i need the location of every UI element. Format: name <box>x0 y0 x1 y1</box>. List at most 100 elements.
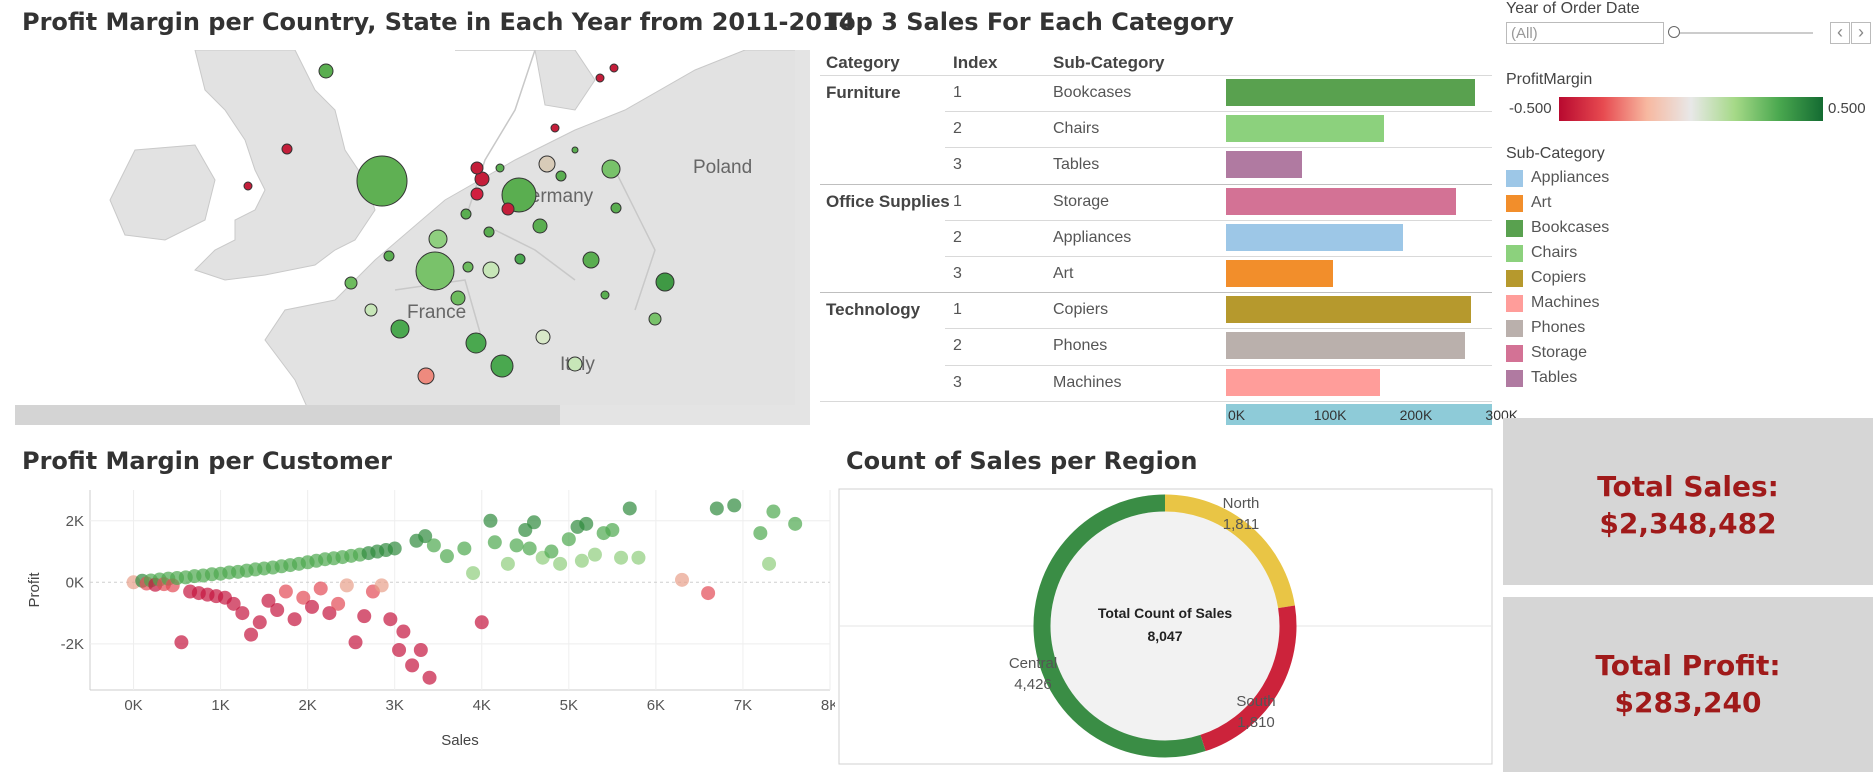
map-vscrollbar[interactable] <box>795 50 810 405</box>
scatter-point[interactable] <box>474 615 489 630</box>
scatter-point[interactable] <box>339 578 354 593</box>
scatter-point[interactable] <box>387 541 402 556</box>
map-bubble[interactable] <box>470 161 484 175</box>
scatter-point[interactable] <box>522 541 537 556</box>
scatter-point[interactable] <box>614 550 629 565</box>
scatter-point[interactable] <box>709 501 724 516</box>
scatter-point[interactable] <box>605 523 620 537</box>
scatter-point[interactable] <box>405 658 420 673</box>
map-bubble[interactable] <box>344 276 358 290</box>
map-bubble[interactable] <box>318 63 334 79</box>
scatter-point[interactable] <box>383 612 398 627</box>
scatter-point[interactable] <box>413 643 428 657</box>
scatter-point[interactable] <box>753 526 768 541</box>
scatter-point[interactable] <box>483 513 498 528</box>
map-bubble[interactable] <box>648 312 662 326</box>
scatter-point[interactable] <box>174 635 189 650</box>
year-slider-track[interactable] <box>1673 32 1813 34</box>
donut-slice-central[interactable] <box>1033 494 1206 758</box>
sales-bar[interactable] <box>1226 260 1334 287</box>
year-slider-handle[interactable] <box>1668 26 1680 38</box>
scatter-point[interactable] <box>357 609 372 624</box>
scatter-point[interactable] <box>244 627 259 642</box>
map-bubble[interactable] <box>601 159 621 179</box>
legend-item[interactable]: Appliances <box>1506 169 1609 187</box>
map-bubble[interactable] <box>501 202 515 216</box>
scatter-point[interactable] <box>544 544 559 559</box>
map-bubble[interactable] <box>538 155 556 173</box>
scatter-point[interactable] <box>296 590 311 605</box>
profit-scatter-chart[interactable]: 0K 1K 2K 3K 4K 5K 6K 7K 8K 2K 0K -2K Sales Profit <box>15 480 835 765</box>
map-bubble[interactable] <box>417 367 435 385</box>
scatter-point[interactable] <box>322 606 337 621</box>
map-bubble[interactable] <box>495 163 505 173</box>
map-bubble[interactable] <box>460 208 472 220</box>
scatter-point[interactable] <box>374 578 389 593</box>
scatter-point[interactable] <box>500 556 515 571</box>
map-bubble[interactable] <box>428 229 448 249</box>
sales-bar[interactable] <box>1226 296 1471 324</box>
scatter-point[interactable] <box>261 593 276 608</box>
europe-map[interactable]: Poland Germany France Italy <box>15 50 810 425</box>
year-prev-button[interactable]: ‹ <box>1830 22 1850 44</box>
map-bubble[interactable] <box>600 290 610 300</box>
scatter-point[interactable] <box>235 606 250 621</box>
map-bubble[interactable] <box>532 218 548 234</box>
scatter-point[interactable] <box>392 643 407 657</box>
legend-item[interactable]: Tables <box>1506 369 1577 387</box>
scatter-point[interactable] <box>418 529 433 544</box>
scatter-point[interactable] <box>587 547 602 562</box>
scatter-point[interactable] <box>727 498 742 513</box>
scatter-point[interactable] <box>527 515 541 530</box>
scatter-point[interactable] <box>278 584 293 599</box>
sales-bar[interactable] <box>1226 151 1302 179</box>
donut-slice-south[interactable] <box>1200 605 1297 752</box>
scatter-point[interactable] <box>701 586 716 601</box>
scatter-point[interactable] <box>553 556 568 571</box>
scatter-point[interactable] <box>675 572 689 587</box>
map-bubble[interactable] <box>571 146 579 154</box>
scatter-point[interactable] <box>762 556 777 571</box>
legend-item[interactable]: Machines <box>1506 294 1599 312</box>
scatter-point[interactable] <box>331 596 346 611</box>
scatter-point[interactable] <box>561 532 576 547</box>
map-bubble[interactable] <box>243 181 253 191</box>
donut-slice-north[interactable] <box>1164 494 1295 609</box>
map-bubble[interactable] <box>483 226 495 238</box>
legend-item[interactable]: Phones <box>1506 319 1585 337</box>
map-bubble[interactable] <box>567 356 583 372</box>
sales-bar[interactable] <box>1226 115 1384 143</box>
legend-item[interactable]: Copiers <box>1506 269 1586 287</box>
scatter-point[interactable] <box>788 516 803 531</box>
region-donut-chart[interactable]: North 1,811 South 1,810 Central 4,426 Total Co… <box>838 488 1493 765</box>
map-bubble[interactable] <box>555 170 567 182</box>
scatter-point[interactable] <box>313 581 328 596</box>
scatter-point[interactable] <box>287 612 302 627</box>
scatter-point[interactable] <box>509 538 524 553</box>
legend-item[interactable]: Storage <box>1506 344 1587 362</box>
map-bubble[interactable] <box>535 329 551 345</box>
scatter-point[interactable] <box>439 549 454 564</box>
year-filter-value[interactable]: (All) <box>1506 22 1664 44</box>
scatter-point[interactable] <box>252 615 267 630</box>
map-bubble[interactable] <box>390 319 410 339</box>
sales-bar[interactable] <box>1226 187 1456 215</box>
scatter-point[interactable] <box>426 538 441 553</box>
scatter-point[interactable] <box>487 535 502 550</box>
scatter-point[interactable] <box>766 504 781 519</box>
map-bubble[interactable] <box>364 303 378 317</box>
scatter-point[interactable] <box>270 603 285 617</box>
scatter-point[interactable] <box>457 541 472 556</box>
sales-bar[interactable] <box>1226 332 1465 360</box>
map-bubble[interactable] <box>470 187 484 201</box>
scatter-point[interactable] <box>631 550 646 565</box>
map-bubble[interactable] <box>383 250 395 262</box>
map-bubble[interactable] <box>356 155 408 207</box>
map-bubbles[interactable] <box>243 63 675 385</box>
scatter-point[interactable] <box>305 599 319 614</box>
scatter-point[interactable] <box>574 553 589 568</box>
map-bubble[interactable] <box>482 261 500 279</box>
map-bubble[interactable] <box>514 253 526 265</box>
map-bubble[interactable] <box>610 202 622 214</box>
scatter-point[interactable] <box>622 501 637 516</box>
